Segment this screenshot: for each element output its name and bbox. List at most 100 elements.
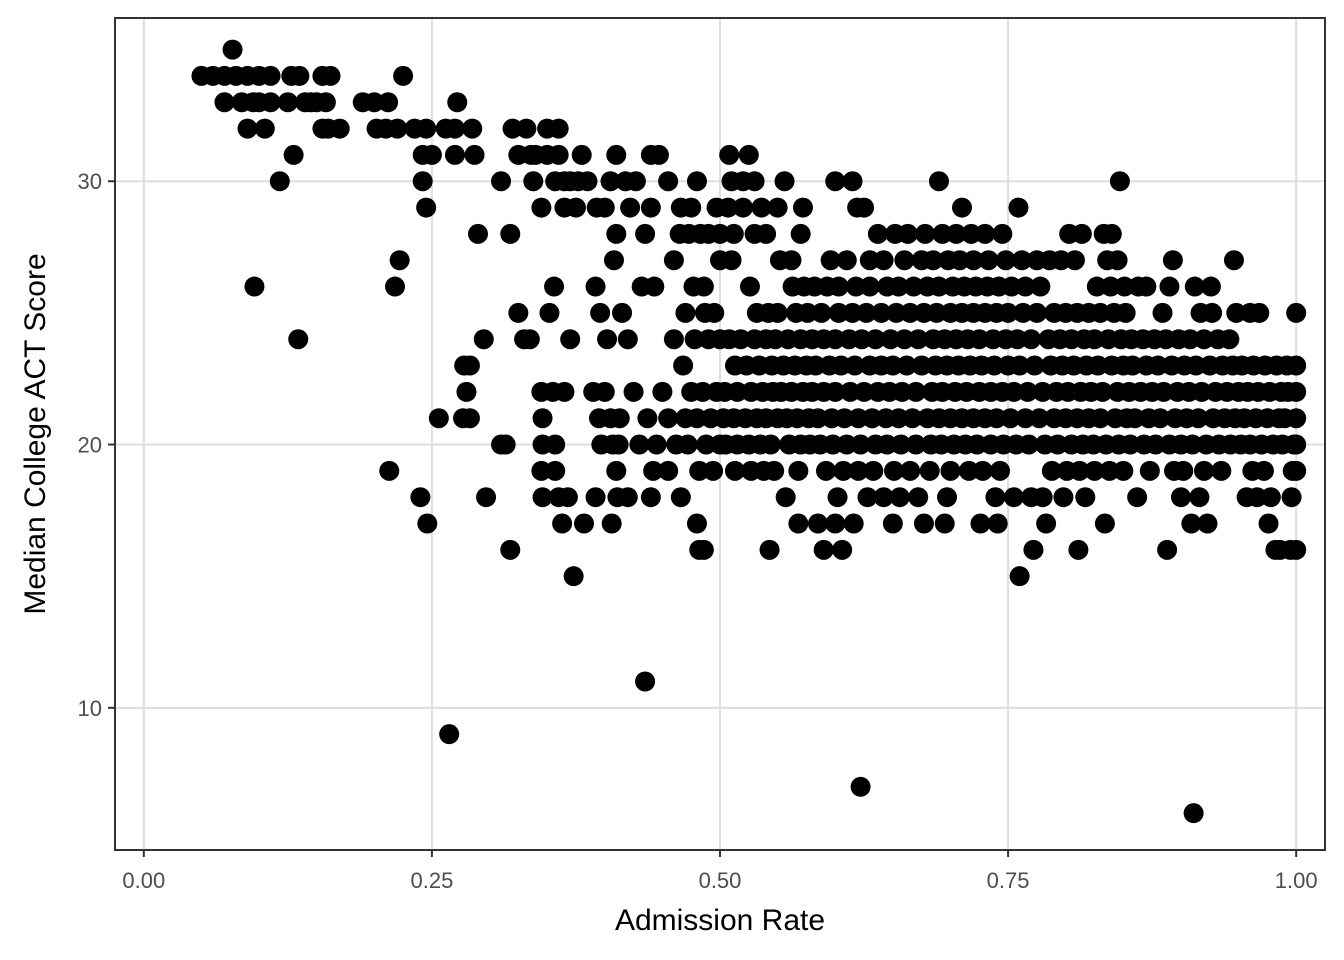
data-point: [1030, 276, 1051, 297]
data-point: [842, 302, 863, 323]
data-point: [825, 381, 846, 402]
data-point: [727, 381, 748, 402]
data-point: [932, 223, 953, 244]
data-point: [1047, 434, 1068, 455]
data-point: [903, 276, 924, 297]
data-point: [721, 250, 742, 271]
data-point: [1086, 276, 1107, 297]
data-point: [1127, 487, 1148, 508]
data-point: [644, 276, 665, 297]
x-tick-label: 0.00: [122, 868, 165, 893]
data-point: [919, 460, 940, 481]
data-point: [811, 302, 832, 323]
data-point: [877, 434, 898, 455]
data-point: [970, 513, 991, 534]
data-point: [958, 460, 979, 481]
data-point: [412, 171, 433, 192]
data-point: [417, 513, 438, 534]
data-point: [923, 250, 944, 271]
data-point: [468, 223, 488, 244]
data-point: [643, 460, 664, 481]
data-point: [1090, 408, 1111, 429]
data-point: [908, 329, 929, 350]
data-point: [902, 408, 923, 429]
data-point: [1157, 539, 1178, 560]
data-point: [894, 250, 915, 271]
data-point: [456, 381, 477, 402]
data-point: [1139, 460, 1160, 481]
data-point: [686, 408, 707, 429]
data-point: [625, 171, 646, 192]
data-point: [995, 250, 1016, 271]
data-point: [894, 329, 915, 350]
data-point: [594, 197, 615, 218]
data-point: [840, 381, 861, 402]
data-point: [1147, 355, 1168, 376]
data-point: [854, 381, 875, 402]
data-point: [1223, 250, 1244, 271]
data-point: [1194, 329, 1214, 350]
data-point: [913, 513, 934, 534]
data-point: [606, 223, 627, 244]
data-point: [552, 513, 573, 534]
data-point: [1153, 381, 1174, 402]
data-point: [859, 276, 880, 297]
data-point: [828, 276, 849, 297]
data-point: [854, 197, 875, 218]
data-point: [1219, 329, 1240, 350]
data-point: [1182, 434, 1203, 455]
data-point: [905, 434, 926, 455]
data-point: [606, 144, 627, 165]
data-point: [911, 355, 932, 376]
data-point: [759, 539, 780, 560]
data-point: [689, 460, 710, 481]
data-point: [244, 276, 265, 297]
data-point: [1194, 460, 1214, 481]
data-point: [1009, 566, 1030, 587]
data-point: [984, 355, 1005, 376]
data-point: [882, 513, 903, 534]
data-point: [863, 460, 884, 481]
data-point: [888, 408, 909, 429]
data-point: [686, 513, 707, 534]
data-point: [648, 144, 669, 165]
data-point: [900, 460, 921, 481]
data-point: [961, 223, 982, 244]
data-point: [635, 223, 656, 244]
data-point: [1051, 250, 1072, 271]
data-point: [990, 460, 1011, 481]
data-point: [890, 434, 911, 455]
data-point: [277, 92, 298, 113]
data-point: [1247, 487, 1268, 508]
data-point: [825, 329, 846, 350]
data-point: [871, 302, 892, 323]
data-point: [1191, 381, 1212, 402]
data-point: [1122, 355, 1143, 376]
data-point: [833, 460, 854, 481]
data-point: [926, 302, 947, 323]
data-point: [495, 434, 516, 455]
data-point: [940, 460, 961, 481]
data-point: [719, 144, 740, 165]
data-point: [254, 118, 275, 139]
data-point: [888, 276, 909, 297]
data-point: [1170, 487, 1191, 508]
data-point: [681, 197, 702, 218]
data-point: [1075, 487, 1096, 508]
data-point: [889, 487, 910, 508]
data-point: [1003, 381, 1024, 402]
data-point: [792, 197, 813, 218]
data-point: [640, 487, 661, 508]
data-point: [686, 171, 707, 192]
data-point: [608, 434, 629, 455]
data-point: [476, 487, 497, 508]
data-point: [905, 381, 926, 402]
data-point: [237, 118, 258, 139]
data-point: [843, 513, 864, 534]
data-point: [1068, 539, 1089, 560]
data-point: [845, 276, 866, 297]
data-point: [1260, 487, 1281, 508]
data-point: [1183, 803, 1204, 824]
data-point: [934, 513, 955, 534]
data-point: [1084, 329, 1105, 350]
